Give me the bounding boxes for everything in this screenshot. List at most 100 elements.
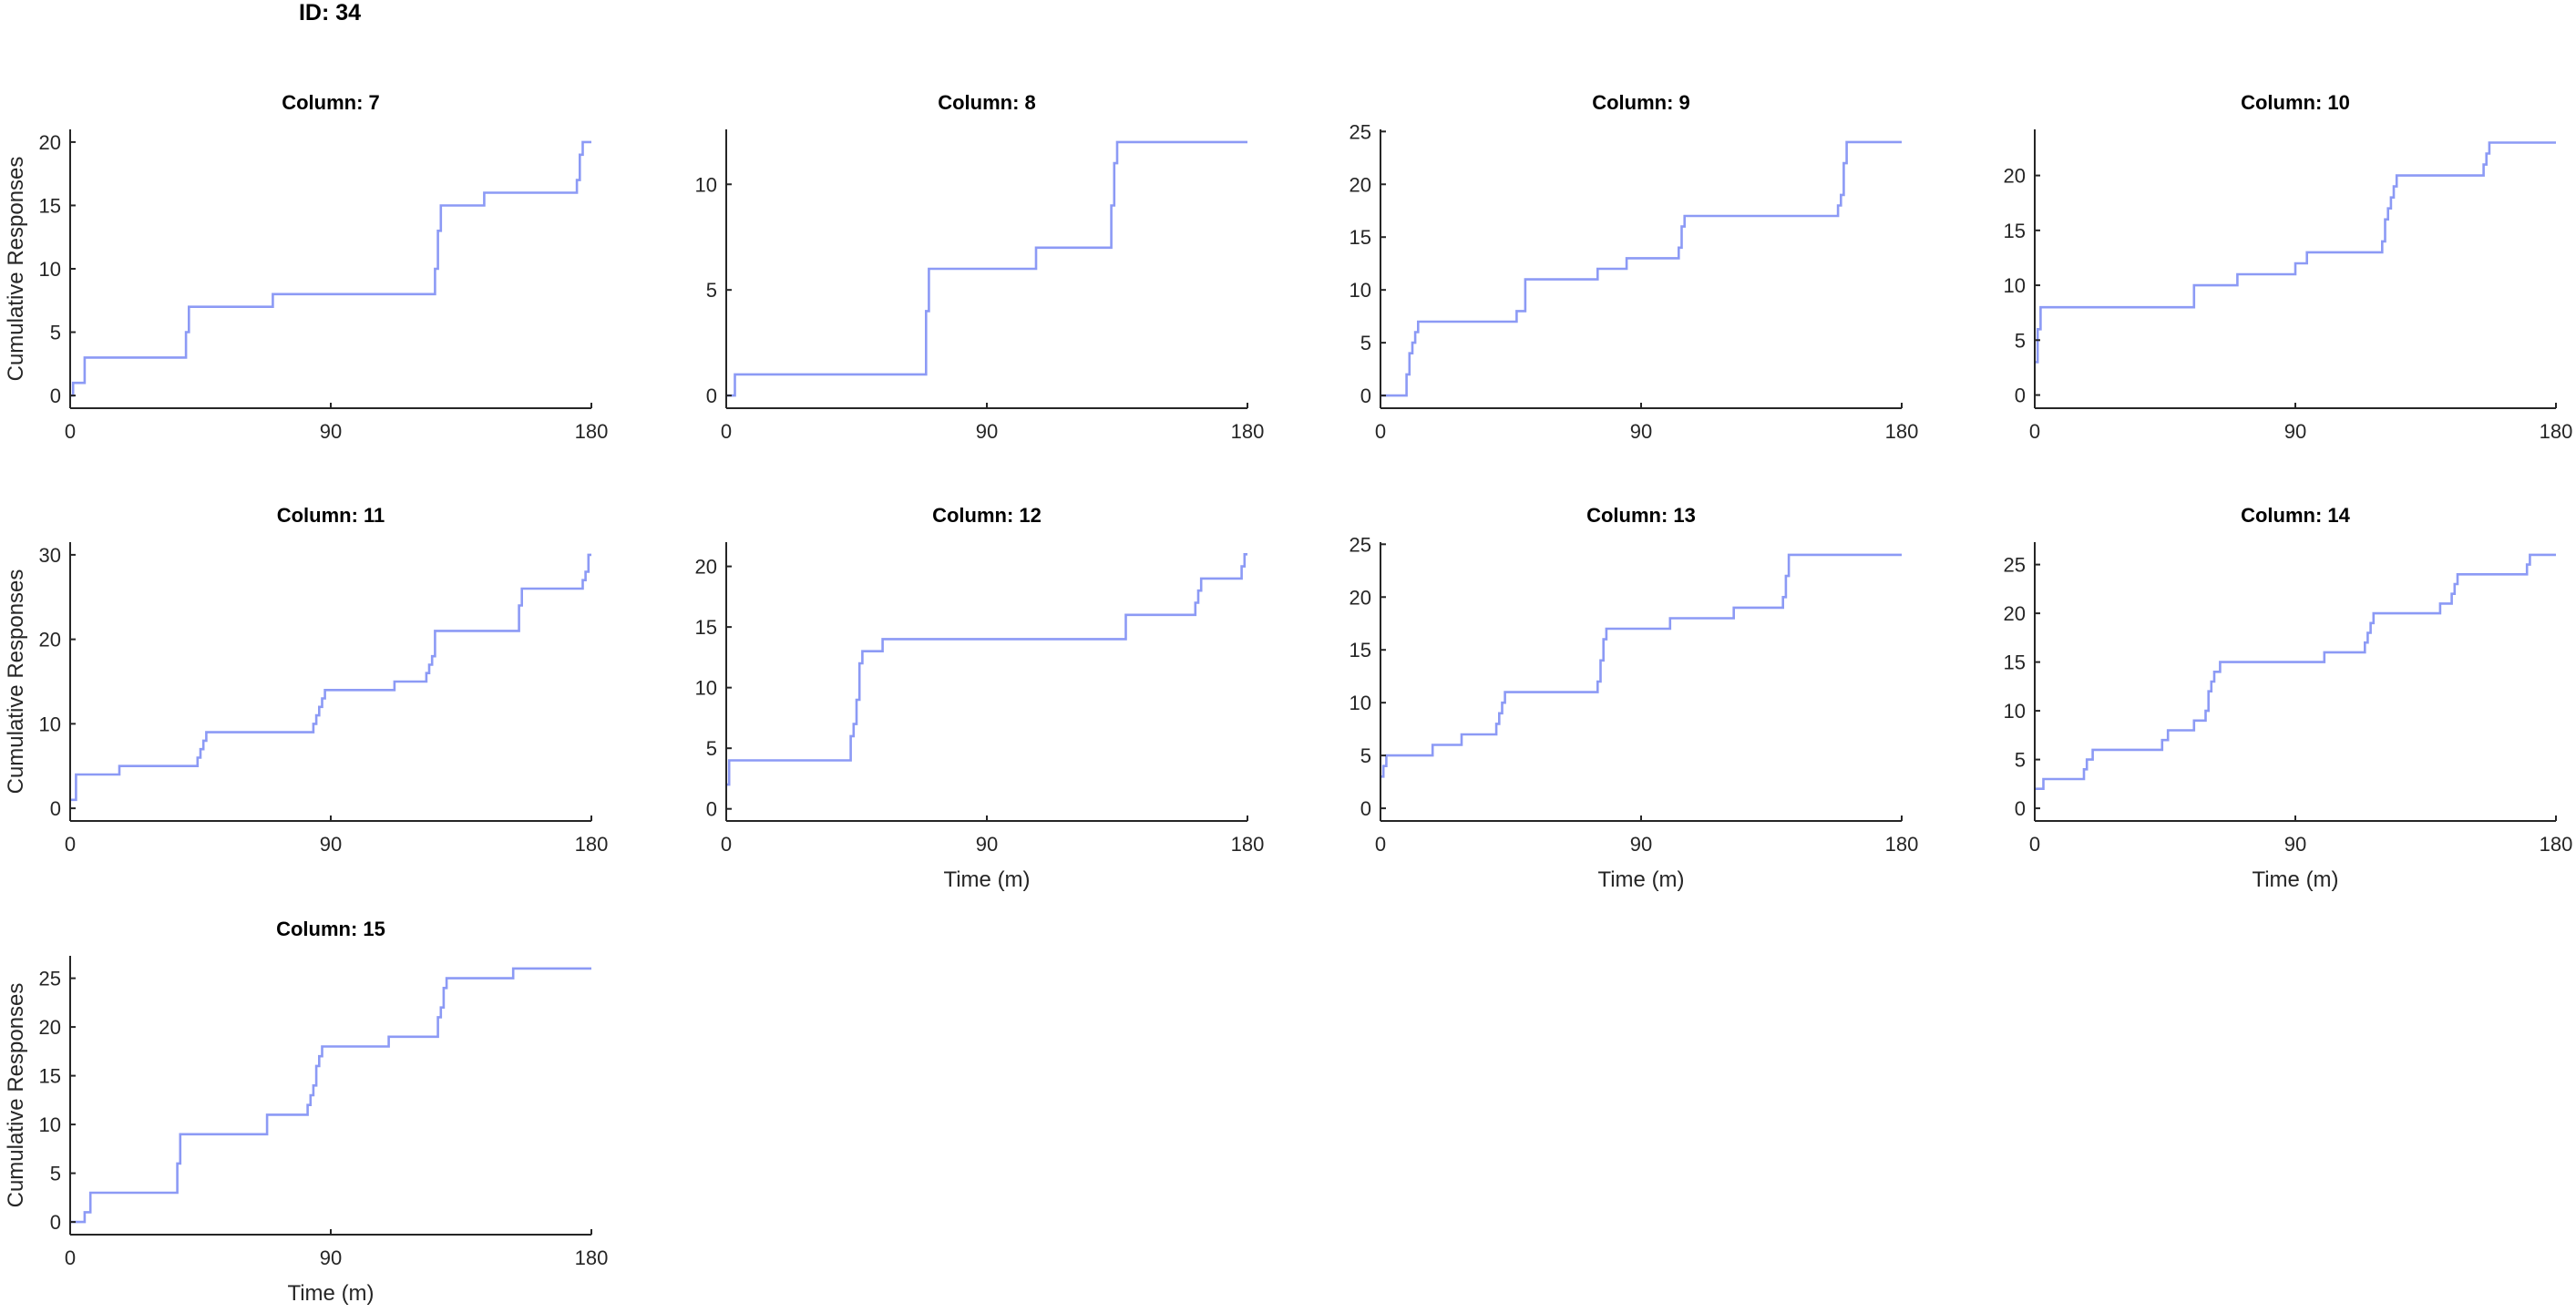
y-tick-label: 0 xyxy=(706,385,717,407)
panels: Column: 7 0 90 180 0 5 10 15 20 Cumulative Respon… xyxy=(4,91,2572,1306)
series-line xyxy=(2035,141,2556,364)
x-tick-label: 90 xyxy=(320,1246,342,1269)
series-line xyxy=(70,553,591,802)
x-tick-label: 90 xyxy=(976,420,998,443)
chart-panel-4: Column: 10 0 90 180 0 5 10 15 20 xyxy=(2004,91,2573,443)
x-tick-label: 0 xyxy=(2029,833,2040,856)
y-tick-label: 25 xyxy=(2004,554,2026,577)
y-tick-label: 20 xyxy=(39,629,61,651)
x-tick-label: 90 xyxy=(976,833,998,856)
x-axis-label: Time (m) xyxy=(1597,867,1684,892)
y-tick-label: 5 xyxy=(706,737,717,760)
y-tick-label: 10 xyxy=(39,713,61,735)
y-tick-label: 5 xyxy=(50,322,61,344)
y-tick-label: 20 xyxy=(2004,602,2026,625)
x-tick-label: 0 xyxy=(2029,420,2040,443)
y-tick-label: 5 xyxy=(1360,744,1371,767)
panel-title: Column: 10 xyxy=(2241,91,2350,114)
y-tick-label: 20 xyxy=(695,556,717,579)
panel-title: Column: 13 xyxy=(1586,504,1696,527)
y-tick-label: 10 xyxy=(695,677,717,700)
y-tick-label: 5 xyxy=(50,1163,61,1185)
x-axis-label: Time (m) xyxy=(943,867,1030,892)
x-tick-label: 0 xyxy=(65,420,76,443)
y-tick-label: 10 xyxy=(39,1113,61,1136)
x-tick-label: 90 xyxy=(1630,420,1652,443)
x-tick-label: 180 xyxy=(575,833,609,856)
chart-panel-9: Column: 15 0 90 180 0 5 10 15 20 25 Time (m) Cumula… xyxy=(4,918,608,1306)
x-tick-label: 90 xyxy=(320,420,342,443)
y-tick-label: 15 xyxy=(39,194,61,217)
y-tick-label: 0 xyxy=(1360,385,1371,407)
y-tick-label: 0 xyxy=(706,798,717,821)
y-tick-label: 5 xyxy=(2015,329,2026,352)
x-tick-label: 0 xyxy=(1375,833,1386,856)
series-line xyxy=(726,553,1247,786)
x-tick-label: 90 xyxy=(2284,420,2306,443)
x-tick-label: 180 xyxy=(2540,833,2573,856)
y-tick-label: 0 xyxy=(50,797,61,820)
y-tick-label: 0 xyxy=(2015,385,2026,407)
y-axis-label: Cumulative Responses xyxy=(4,983,28,1208)
y-tick-label: 15 xyxy=(1350,639,1371,662)
chart-panel-5: Column: 11 0 90 180 0 10 20 30 Cumulative Respon… xyxy=(4,504,608,856)
panel-title: Column: 14 xyxy=(2241,504,2351,527)
x-tick-label: 180 xyxy=(575,1246,609,1269)
series-line xyxy=(726,140,1247,397)
x-tick-label: 180 xyxy=(1885,420,1919,443)
y-tick-label: 10 xyxy=(2004,274,2026,297)
y-tick-label: 10 xyxy=(39,258,61,281)
panel-title: Column: 11 xyxy=(277,504,385,527)
y-axis-label: Cumulative Responses xyxy=(4,157,28,382)
x-tick-label: 0 xyxy=(65,1246,76,1269)
y-tick-label: 5 xyxy=(2015,749,2026,772)
y-tick-label: 0 xyxy=(2015,797,2026,820)
x-tick-label: 0 xyxy=(721,420,732,443)
y-tick-label: 25 xyxy=(1350,120,1371,143)
x-axis-label: Time (m) xyxy=(2252,867,2338,892)
x-tick-label: 180 xyxy=(1231,420,1265,443)
chart-panel-6: Column: 12 0 90 180 0 5 10 15 20 Time (m) xyxy=(695,504,1265,892)
x-tick-label: 90 xyxy=(2284,833,2306,856)
y-tick-label: 10 xyxy=(695,173,717,196)
y-tick-label: 15 xyxy=(695,616,717,639)
y-tick-label: 0 xyxy=(50,1211,61,1234)
y-tick-label: 15 xyxy=(39,1065,61,1088)
x-tick-label: 180 xyxy=(2540,420,2573,443)
chart-panel-2: Column: 8 0 90 180 0 5 10 xyxy=(695,91,1265,443)
y-tick-label: 15 xyxy=(2004,220,2026,242)
x-tick-label: 180 xyxy=(1231,833,1265,856)
y-tick-label: 10 xyxy=(1350,692,1371,714)
y-tick-label: 20 xyxy=(39,131,61,154)
y-tick-label: 20 xyxy=(1350,173,1371,196)
x-axis-label: Time (m) xyxy=(287,1281,374,1306)
x-tick-label: 180 xyxy=(575,420,609,443)
y-tick-label: 10 xyxy=(2004,700,2026,723)
y-tick-label: 10 xyxy=(1350,279,1371,302)
panel-title: Column: 12 xyxy=(932,504,1042,527)
series-line xyxy=(1380,553,1902,778)
y-tick-label: 20 xyxy=(1350,586,1371,609)
x-tick-label: 90 xyxy=(320,833,342,856)
series-line xyxy=(1380,140,1902,397)
y-tick-label: 25 xyxy=(1350,533,1371,556)
y-tick-label: 25 xyxy=(39,968,61,990)
y-tick-label: 30 xyxy=(39,544,61,567)
chart-panel-8: Column: 14 0 90 180 0 5 10 15 20 25 Time (m) xyxy=(2004,504,2573,892)
x-tick-label: 180 xyxy=(1885,833,1919,856)
x-tick-label: 90 xyxy=(1630,833,1652,856)
y-tick-label: 15 xyxy=(2004,651,2026,674)
y-axis-label: Cumulative Responses xyxy=(4,569,28,795)
chart-panel-1: Column: 7 0 90 180 0 5 10 15 20 Cumulative Respon… xyxy=(4,91,608,443)
panel-title: Column: 15 xyxy=(276,918,385,940)
x-tick-label: 0 xyxy=(721,833,732,856)
series-line xyxy=(70,140,591,397)
chart-panel-7: Column: 13 0 90 180 0 5 10 15 20 25 Time (m) xyxy=(1350,504,1919,892)
x-tick-label: 0 xyxy=(1375,420,1386,443)
series-line xyxy=(2035,553,2556,790)
y-tick-label: 15 xyxy=(1350,226,1371,249)
y-tick-label: 0 xyxy=(50,385,61,407)
y-tick-label: 20 xyxy=(2004,165,2026,188)
y-tick-label: 5 xyxy=(706,279,717,302)
y-tick-label: 0 xyxy=(1360,797,1371,820)
